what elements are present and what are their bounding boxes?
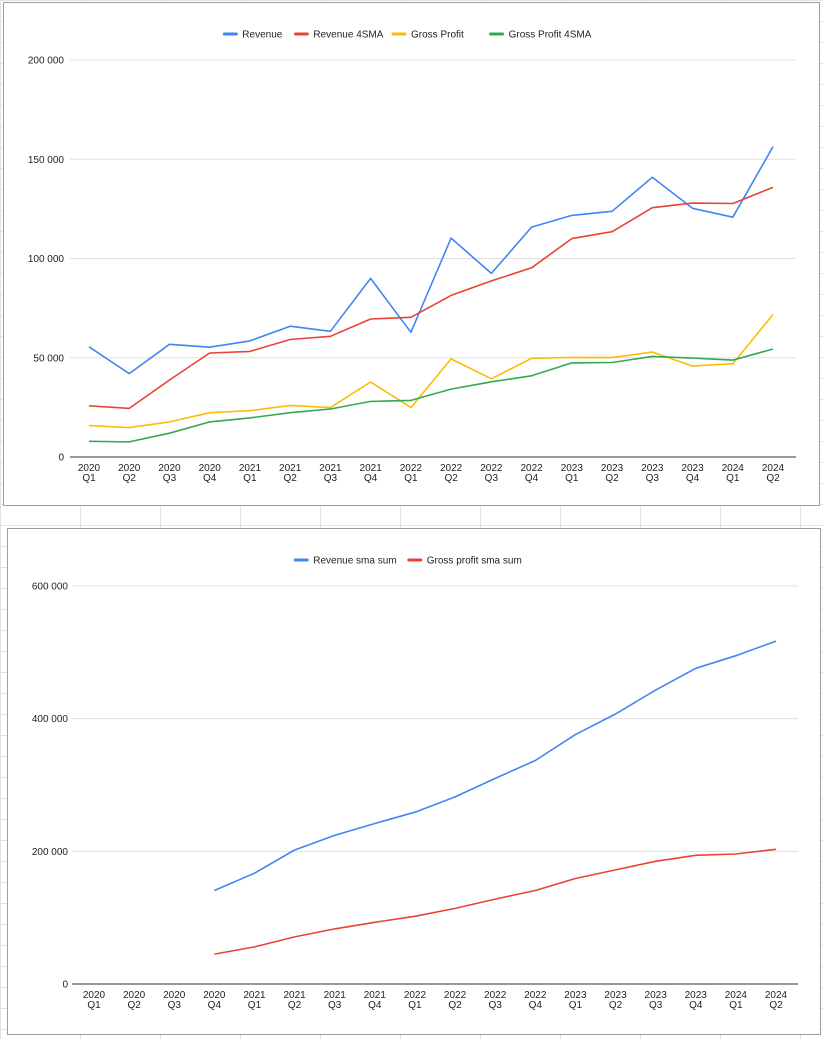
chart1-ytick-label: 0 [58, 453, 64, 464]
chart1-xtick-year: 2020 [78, 463, 101, 474]
chart1-series-line-0 [88, 146, 774, 375]
chart1-xtick-year: 2020 [118, 463, 141, 474]
chart2-xtick-quarter: Q2 [448, 1000, 462, 1011]
chart2-xtick-quarter: Q4 [529, 1000, 543, 1011]
chart2-xtick-year: 2024 [725, 990, 748, 1001]
chart1-series-line-1 [88, 186, 774, 410]
chart2-xtick-year: 2020 [163, 990, 186, 1001]
chart1-xtick-quarter: Q3 [163, 473, 177, 484]
chart2-xtick-year: 2021 [364, 990, 387, 1001]
chart2-xtick-year: 2023 [645, 990, 668, 1001]
chart2-xtick-quarter: Q1 [87, 1000, 101, 1011]
chart2-xtick-quarter: Q1 [729, 1000, 743, 1011]
chart2-xtick-year: 2021 [283, 990, 306, 1001]
chart1-ytick-label: 50 000 [33, 353, 64, 364]
chart2-ytick-label: 200 000 [32, 847, 69, 858]
chart2-xtick-quarter: Q4 [368, 1000, 382, 1011]
chart1-xtick-year: 2023 [681, 463, 704, 474]
sma-sum-chart: 0 200 000 400 000 600 000 2020 Q1 2020 Q2 2020 Q3… [7, 528, 821, 1035]
chart2-xtick-quarter: Q2 [769, 1000, 783, 1011]
chart2-legend-label-0: Revenue sma sum [313, 556, 396, 567]
chart2-xtick-year: 2021 [324, 990, 347, 1001]
chart1-xtick-year: 2023 [561, 463, 584, 474]
chart2-xtick-year: 2022 [444, 990, 467, 1001]
chart1-xtick-quarter: Q3 [324, 473, 338, 484]
chart1-ytick-label: 150 000 [28, 155, 65, 166]
chart2-xtick-quarter: Q1 [408, 1000, 422, 1011]
chart1-series-line-2 [88, 313, 774, 429]
chart2-xtick-year: 2022 [404, 990, 427, 1001]
chart1-xtick-quarter: Q1 [726, 473, 740, 484]
chart2-xtick-quarter: Q3 [489, 1000, 503, 1011]
chart1-xtick-year: 2024 [722, 463, 745, 474]
chart2-series-line-0 [214, 640, 777, 892]
chart1-xtick-year: 2021 [279, 463, 302, 474]
chart1-xtick-quarter: Q4 [203, 473, 217, 484]
chart2-xtick-quarter: Q2 [609, 1000, 623, 1011]
chart1-xtick-quarter: Q1 [565, 473, 579, 484]
chart1-xtick-year: 2022 [400, 463, 423, 474]
chart2-xtick-quarter: Q3 [649, 1000, 663, 1011]
chart1-xtick-quarter: Q1 [404, 473, 418, 484]
chart2-xtick-quarter: Q2 [288, 1000, 302, 1011]
chart2-xtick-quarter: Q2 [127, 1000, 141, 1011]
chart1-xtick-year: 2022 [520, 463, 543, 474]
chart1-xtick-year: 2020 [158, 463, 181, 474]
chart1-xtick-year: 2021 [319, 463, 342, 474]
chart1-xtick-quarter: Q4 [686, 473, 700, 484]
chart1-xtick-year: 2020 [199, 463, 222, 474]
chart2-series-line-1 [214, 848, 777, 955]
chart2-ytick-label: 600 000 [32, 582, 69, 593]
chart2-xtick-year: 2021 [243, 990, 266, 1001]
chart1-xtick-year: 2021 [360, 463, 383, 474]
chart1-xtick-quarter: Q1 [243, 473, 257, 484]
chart1-xtick-quarter: Q1 [82, 473, 96, 484]
chart1-xtick-year: 2022 [480, 463, 503, 474]
chart2-xtick-quarter: Q4 [208, 1000, 222, 1011]
chart2-xtick-year: 2020 [123, 990, 146, 1001]
chart2-xtick-year: 2023 [685, 990, 708, 1001]
chart2-legend-label-1: Gross profit sma sum [427, 556, 522, 567]
chart2-xtick-year: 2020 [83, 990, 106, 1001]
chart1-xtick-quarter: Q4 [364, 473, 378, 484]
chart2-xtick-quarter: Q4 [689, 1000, 703, 1011]
chart1-xtick-year: 2021 [239, 463, 262, 474]
chart1-xtick-quarter: Q2 [284, 473, 298, 484]
chart2-xtick-quarter: Q3 [168, 1000, 182, 1011]
chart2-ytick-label: 0 [62, 980, 68, 991]
chart1-legend-label-1: Revenue 4SMA [313, 30, 383, 41]
revenue-gross-profit-chart: 0 50 000 100 000 150 000 200 000 2020 Q1 2020 Q2… [3, 2, 820, 506]
chart1-xtick-year: 2023 [641, 463, 664, 474]
chart2-xtick-quarter: Q1 [248, 1000, 262, 1011]
chart2-xtick-year: 2020 [203, 990, 226, 1001]
chart1-xtick-year: 2024 [762, 463, 785, 474]
chart1-legend-label-2: Gross Profit [411, 30, 464, 41]
chart1-series-line-3 [88, 348, 774, 443]
chart2-xtick-quarter: Q1 [569, 1000, 583, 1011]
chart2-xtick-year: 2023 [604, 990, 627, 1001]
chart2-xtick-year: 2023 [564, 990, 587, 1001]
chart2-ytick-label: 400 000 [32, 714, 69, 725]
chart1-legend-label-0: Revenue [242, 30, 282, 41]
chart1-xtick-quarter: Q3 [485, 473, 499, 484]
chart2-xtick-year: 2022 [524, 990, 547, 1001]
chart1-xtick-quarter: Q4 [525, 473, 539, 484]
chart1-xtick-year: 2023 [601, 463, 624, 474]
chart1-xtick-quarter: Q2 [766, 473, 780, 484]
chart1-ytick-label: 100 000 [28, 254, 65, 265]
chart1-xtick-quarter: Q2 [605, 473, 619, 484]
chart2-xtick-quarter: Q3 [328, 1000, 342, 1011]
chart1-xtick-quarter: Q3 [646, 473, 660, 484]
chart2-xtick-year: 2024 [765, 990, 788, 1001]
chart1-xtick-quarter: Q2 [123, 473, 137, 484]
chart1-ytick-label: 200 000 [28, 56, 65, 67]
chart2-xtick-year: 2022 [484, 990, 507, 1001]
chart1-legend-label-3: Gross Profit 4SMA [509, 30, 592, 41]
chart1-xtick-year: 2022 [440, 463, 463, 474]
chart1-xtick-quarter: Q2 [444, 473, 458, 484]
